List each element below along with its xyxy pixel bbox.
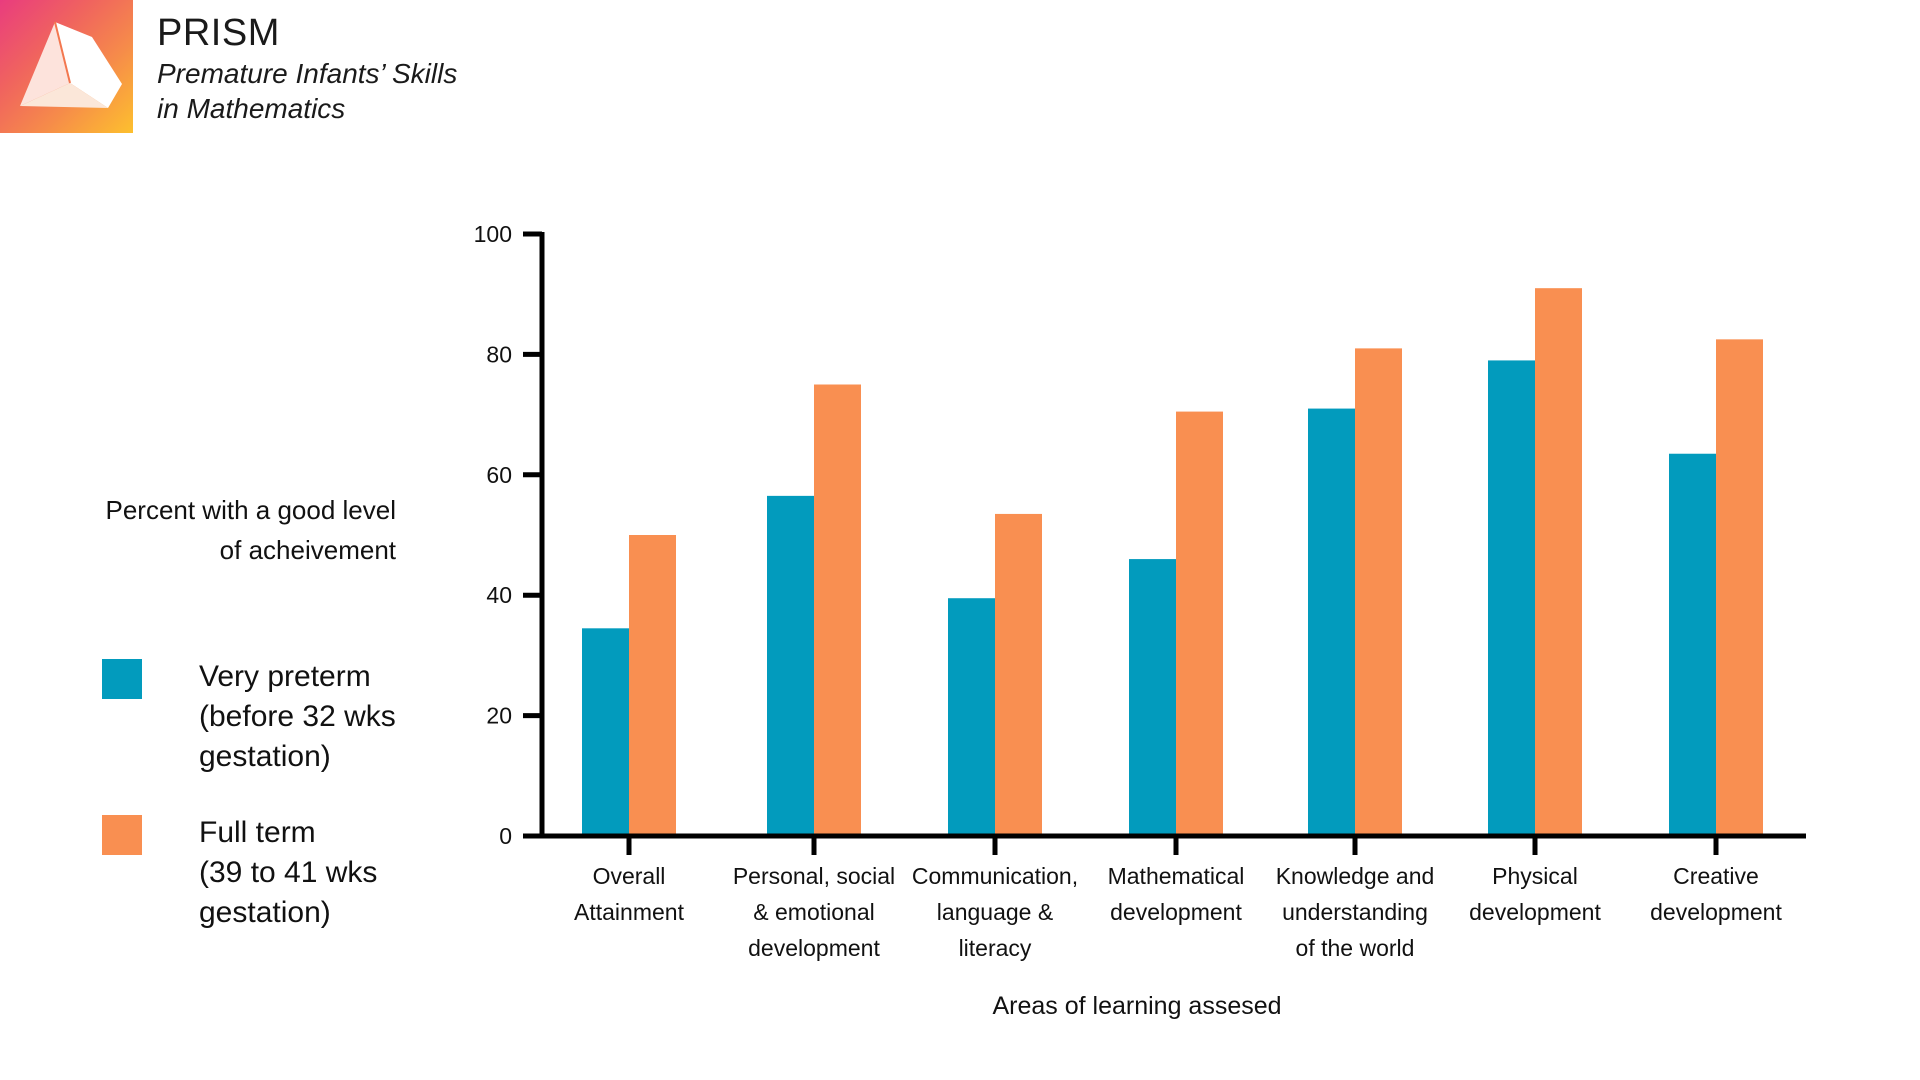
legend-swatch-full-term (102, 815, 142, 855)
bar-full-term (1176, 411, 1223, 836)
x-tick-label-line: Communication, (912, 863, 1078, 889)
x-tick-label: Physical development (1469, 863, 1601, 925)
x-tick-label-line: development (1469, 899, 1601, 925)
y-tick-label: 60 (486, 462, 512, 488)
y-axis-label: Percent with a good level of acheivement (36, 490, 396, 570)
x-tick-label: Communication, language & literacy (912, 863, 1078, 961)
x-tick-label-line: development (748, 935, 880, 961)
bar-full-term (1355, 348, 1402, 836)
bar-very-preterm (582, 628, 629, 836)
brand-subtitle-line: in Mathematics (157, 93, 346, 124)
x-tick-label-line: language & (937, 899, 1053, 925)
x-tick-label-line: development (1110, 899, 1242, 925)
bar-very-preterm (1308, 408, 1355, 836)
x-tick-label-line: of the world (1296, 935, 1415, 961)
legend-label-line: Full term (199, 816, 316, 849)
legend-label-line: gestation) (199, 896, 331, 929)
bar-very-preterm (948, 598, 995, 836)
x-tick-label-line: Overall (593, 863, 666, 889)
x-axis-label: Areas of learning assesed (992, 992, 1281, 1020)
brand-title: PRISM (157, 12, 280, 54)
bar-full-term (1716, 339, 1763, 836)
x-tick-label-line: Knowledge and (1276, 863, 1435, 889)
x-tick-label-line: Attainment (574, 899, 685, 925)
y-tick-label: 40 (486, 582, 512, 608)
x-tick-label-line: Mathematical (1108, 863, 1245, 889)
bar-full-term (629, 535, 676, 836)
legend-label: Full term (39 to 41 wks gestation) (199, 813, 459, 933)
bar-full-term (1535, 288, 1582, 836)
x-tick-label-line: Physical (1492, 863, 1578, 889)
x-tick-label-line: literacy (959, 935, 1032, 961)
bar-full-term (995, 513, 1042, 836)
x-tick-label-line: Personal, social (733, 863, 895, 889)
x-tick-label-line: development (1650, 899, 1782, 925)
x-tick-label-line: understanding (1282, 899, 1428, 925)
bar-very-preterm (767, 495, 814, 836)
y-tick-label: 100 (474, 221, 512, 247)
legend-label: Very preterm (before 32 wks gestation) (199, 657, 459, 777)
bar-very-preterm (1669, 453, 1716, 836)
y-tick-label: 80 (486, 341, 512, 367)
bar-very-preterm (1129, 559, 1176, 836)
legend-swatch-very-preterm (102, 659, 142, 699)
legend-label-line: (before 32 wks (199, 700, 396, 733)
prism-logo (0, 0, 133, 133)
y-tick-label: 0 (499, 823, 512, 849)
x-tick-label: Overall Attainment (574, 863, 685, 925)
prism-triangle-logo-icon (20, 21, 122, 108)
x-tick-label-line: Creative (1673, 863, 1759, 889)
legend-label-line: gestation) (199, 740, 331, 773)
bar-full-term (814, 384, 861, 836)
brand-subtitle-line: Premature Infants’ Skills (157, 58, 458, 89)
legend-label-line: (39 to 41 wks (199, 856, 378, 889)
y-axis-label-line: of acheivement (219, 535, 396, 565)
y-tick-label: 20 (486, 703, 512, 729)
x-tick-label: Knowledge and understanding of the world (1276, 863, 1435, 961)
legend-item-full-term: Full term (39 to 41 wks gestation) (102, 813, 459, 933)
y-axis-label-line: Percent with a good level (105, 495, 396, 525)
x-tick-label: Mathematical development (1108, 863, 1245, 925)
bar-very-preterm (1488, 360, 1535, 836)
brand-subtitle: Premature Infants’ Skills in Mathematics (157, 56, 457, 126)
legend-item-very-preterm: Very preterm (before 32 wks gestation) (102, 657, 459, 777)
x-tick-label: Personal, social & emotional development (733, 863, 895, 961)
x-tick-label: Creative development (1650, 863, 1782, 925)
x-tick-label-line: & emotional (753, 899, 874, 925)
legend-label-line: Very preterm (199, 660, 371, 693)
